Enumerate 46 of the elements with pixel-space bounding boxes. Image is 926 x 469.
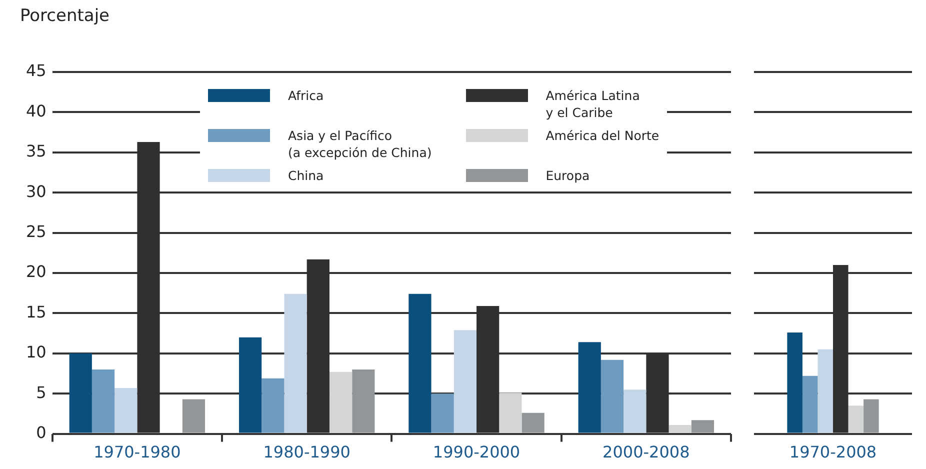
bar — [691, 420, 714, 433]
y-tick-label: 40 — [26, 101, 46, 120]
bar — [92, 369, 115, 433]
bar — [802, 376, 818, 433]
x-tick-label: 1990-2000 — [432, 442, 520, 462]
y-tick-label: 0 — [36, 422, 46, 442]
bar — [864, 399, 879, 433]
y-axis-title: Porcentaje — [20, 6, 110, 26]
legend-label: Europa — [546, 168, 590, 184]
bar — [600, 360, 624, 433]
bar — [522, 412, 544, 433]
legend-label: China — [288, 168, 324, 184]
bar — [408, 294, 432, 433]
bar — [431, 394, 454, 433]
bar — [114, 388, 138, 433]
bar — [284, 294, 307, 433]
bar — [624, 390, 646, 433]
bar — [454, 330, 477, 433]
bar — [329, 372, 352, 433]
y-tick-label: 25 — [26, 222, 46, 241]
bar — [668, 424, 692, 433]
bar — [578, 342, 601, 433]
bar — [818, 349, 833, 433]
y-tick-label: 30 — [26, 182, 46, 201]
y-tick-label: 10 — [26, 342, 46, 362]
y-tick-label: 5 — [36, 382, 46, 402]
bar — [787, 332, 802, 433]
x-tick-label: 1980-1990 — [263, 442, 350, 462]
bar — [238, 337, 262, 433]
x-tick-label: 1970-1980 — [94, 442, 181, 462]
x-tick-label: 2000-2008 — [602, 442, 690, 462]
legend-label: América del Norte — [546, 128, 660, 145]
bar — [182, 399, 206, 433]
bar — [848, 406, 864, 433]
y-tick-label: 45 — [26, 61, 46, 80]
bar — [352, 369, 375, 433]
x-tick-label: 1970-2008 — [789, 442, 877, 462]
y-tick-label: 35 — [26, 142, 46, 161]
legend-label: América Latina y el Caribe — [546, 88, 640, 122]
legend-label: Africa — [288, 88, 324, 105]
y-tick-label: 20 — [26, 262, 46, 282]
y-tick-label: 15 — [26, 302, 46, 322]
bar — [262, 378, 284, 433]
legend-label: Asia y el Pacífico (a excepción de China) — [288, 128, 432, 162]
bar — [499, 392, 522, 433]
bar — [69, 353, 92, 433]
